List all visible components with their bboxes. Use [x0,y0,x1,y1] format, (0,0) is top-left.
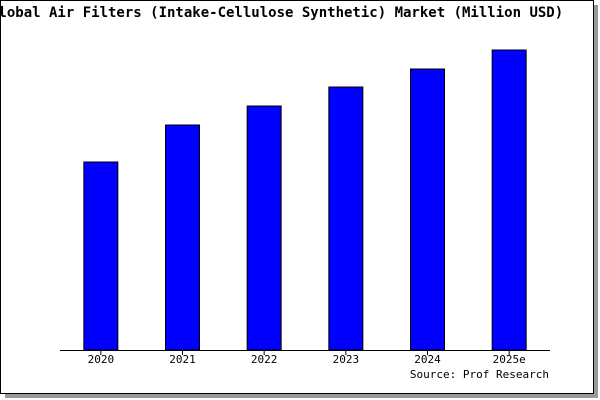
source-note: Source: Prof Research [410,368,549,381]
x-tick-label: 2025e [493,353,526,366]
bar [491,49,527,351]
bar [328,86,364,351]
title-group: Global Air Filters (Intake-Cellulose Syn… [0,5,563,21]
x-tick-label: 2023 [333,353,360,366]
chart-title: Global Air Filters (Intake-Cellulose Syn… [0,5,563,21]
x-tick-label: 2024 [414,353,441,366]
bar [246,105,282,351]
x-tick-label: 2020 [88,353,115,366]
x-tick-label: 2021 [169,353,196,366]
bar [410,68,445,351]
x-tick-label: 2022 [251,353,278,366]
bar [83,161,119,351]
bar [165,124,200,351]
